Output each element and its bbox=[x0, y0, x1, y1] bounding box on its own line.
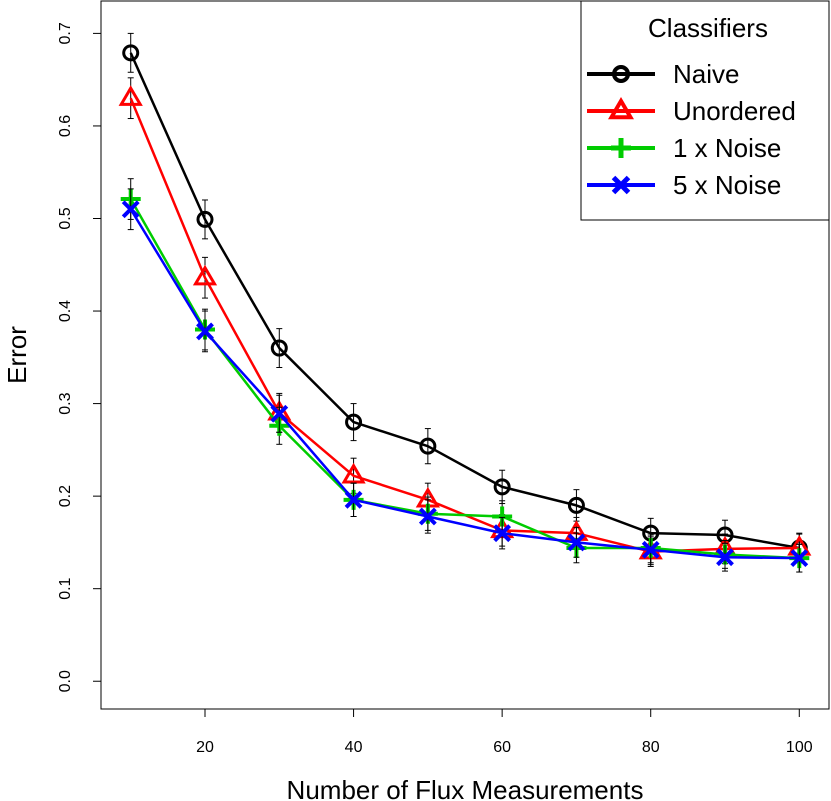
series-5-x-noise bbox=[121, 188, 809, 573]
data-point bbox=[270, 404, 289, 423]
legend-marker bbox=[608, 97, 634, 120]
series-line bbox=[129, 198, 800, 560]
data-point bbox=[270, 339, 288, 357]
legend-entries: Naive Unordered 1 x Noise 5 x Noise bbox=[587, 59, 796, 200]
x-tick-label: 60 bbox=[493, 739, 511, 756]
y-axis: 0.0 0.1 0.2 0.3 0.4 0.5 0.6 0.7 bbox=[57, 22, 101, 692]
data-point bbox=[493, 478, 511, 496]
data-point bbox=[341, 462, 366, 484]
legend-label: Unordered bbox=[673, 96, 796, 126]
y-tick-label: 0.7 bbox=[57, 22, 74, 44]
data-point bbox=[192, 264, 218, 286]
legend: Classifiers Naive Unordered 1 x Noise 5 x N… bbox=[580, 0, 830, 221]
data-point bbox=[790, 549, 809, 568]
x-tick-label: 100 bbox=[786, 739, 813, 756]
series-line bbox=[129, 52, 800, 550]
data-point bbox=[196, 322, 214, 341]
y-tick-label: 0.1 bbox=[57, 577, 74, 599]
data-point bbox=[493, 524, 512, 543]
legend-label: 1 x Noise bbox=[673, 133, 781, 163]
x-tick-label: 40 bbox=[345, 739, 363, 756]
data-point bbox=[118, 85, 143, 106]
data-point bbox=[121, 200, 140, 219]
data-point bbox=[419, 437, 437, 455]
legend-entry: Unordered bbox=[587, 96, 796, 126]
legend-label: Naive bbox=[673, 59, 739, 89]
data-point bbox=[716, 548, 734, 567]
legend-label: 5 x Noise bbox=[673, 170, 781, 200]
legend-marker bbox=[611, 175, 631, 195]
legend-title: Classifiers bbox=[648, 13, 768, 43]
x-axis: 20 40 60 80 100 bbox=[196, 709, 813, 756]
data-point bbox=[567, 533, 586, 552]
legend-marker bbox=[612, 65, 630, 83]
x-tick-label: 80 bbox=[642, 739, 660, 756]
data-point bbox=[418, 507, 437, 526]
legend-entry: 5 x Noise bbox=[587, 170, 781, 200]
series-1-x-noise bbox=[120, 178, 810, 573]
series-layer bbox=[118, 32, 812, 573]
legend-entry: Naive bbox=[587, 59, 739, 89]
y-tick-label: 0.6 bbox=[57, 115, 74, 137]
y-tick-label: 0.4 bbox=[57, 300, 74, 322]
data-point bbox=[196, 210, 214, 228]
y-tick-label: 0.3 bbox=[57, 392, 74, 414]
y-tick-label: 0.5 bbox=[57, 207, 74, 229]
data-point bbox=[641, 540, 660, 559]
data-point bbox=[344, 490, 363, 509]
data-point bbox=[345, 413, 363, 431]
y-axis-title: Error bbox=[2, 326, 32, 384]
x-tick-label: 20 bbox=[196, 739, 214, 756]
data-point bbox=[122, 44, 140, 62]
x-axis-title: Number of Flux Measurements bbox=[287, 775, 644, 801]
legend-entry: 1 x Noise bbox=[587, 133, 781, 163]
axes: 20 40 60 80 100 0.0 0.1 0.2 0.3 0.4 0.5 0.6 0.7 bbox=[57, 22, 813, 756]
plot-frame bbox=[100, 0, 830, 710]
data-point bbox=[567, 496, 585, 514]
series-line bbox=[129, 208, 800, 560]
y-tick-label: 0.2 bbox=[57, 485, 74, 507]
y-tick-label: 0.0 bbox=[57, 670, 74, 692]
legend-marker bbox=[611, 138, 631, 158]
